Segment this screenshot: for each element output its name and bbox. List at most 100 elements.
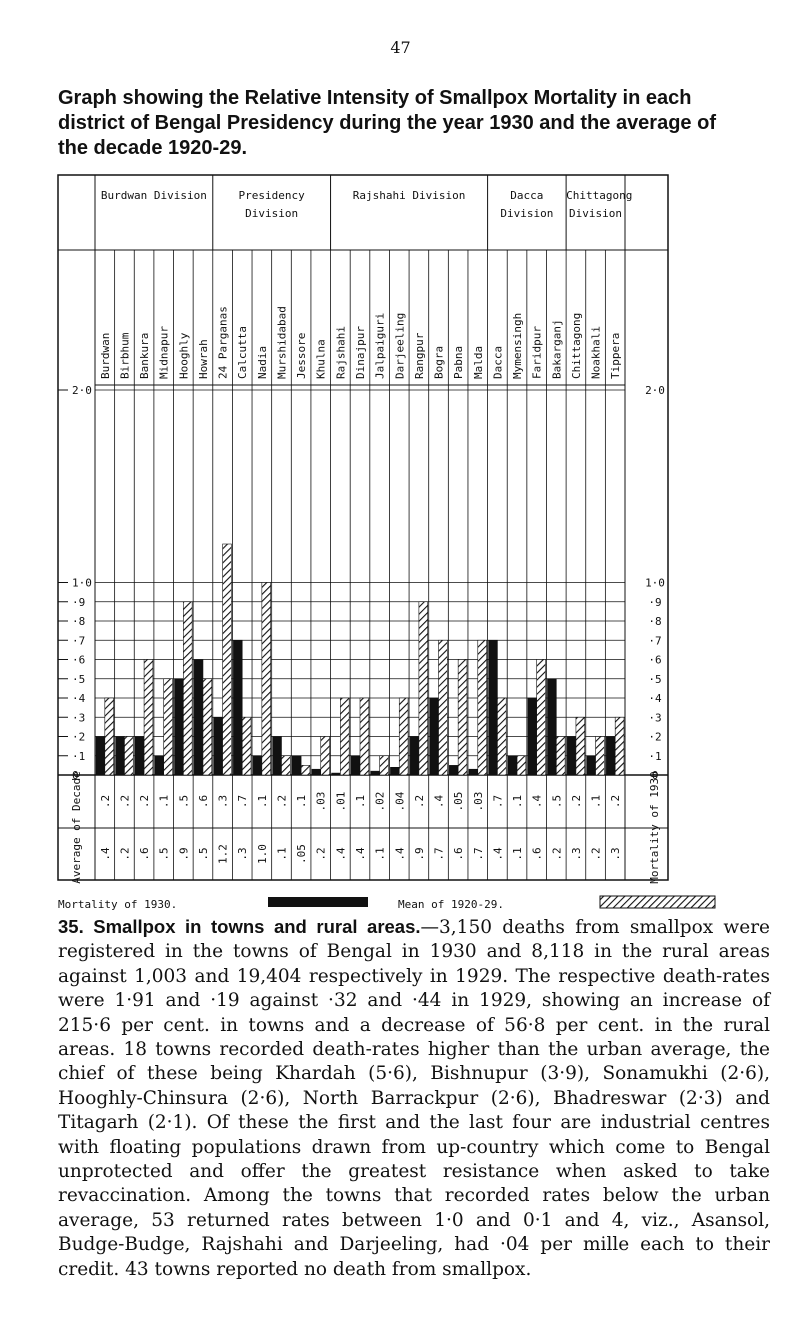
value-label: .6 xyxy=(197,795,210,808)
row-label: Mortality of 1930 xyxy=(648,771,661,884)
division-label: Chittagong Division xyxy=(566,189,633,220)
bar xyxy=(468,768,479,776)
value-label: .7 xyxy=(491,795,504,808)
value-label: .2 xyxy=(570,795,583,808)
row-label: Average of Decade xyxy=(70,771,83,884)
bar xyxy=(174,678,184,776)
value-label: .1 xyxy=(354,795,367,808)
value-label: .2 xyxy=(609,795,622,808)
bar xyxy=(340,697,350,776)
y-tick-label: ·3 xyxy=(648,711,661,724)
value-label: .02 xyxy=(374,792,387,812)
value-label: .5 xyxy=(177,795,190,808)
bar xyxy=(311,768,322,776)
y-tick-label: ·6 xyxy=(648,654,661,667)
value-label: .4 xyxy=(354,847,367,861)
body-text: 35. Smallpox in towns and rural areas.—3… xyxy=(58,915,770,1282)
value-label: .2 xyxy=(275,795,288,808)
value-label: .1 xyxy=(374,847,387,860)
district-label: Bakarganj xyxy=(550,319,563,379)
district-label: Pabna xyxy=(452,346,465,379)
district-label: Tippera xyxy=(609,333,622,379)
bar xyxy=(222,543,232,776)
bar xyxy=(213,716,223,776)
value-label: .6 xyxy=(531,847,544,860)
bar xyxy=(143,659,154,776)
bar xyxy=(104,697,114,776)
bar xyxy=(291,755,302,776)
bar xyxy=(331,772,341,776)
district-label: Calcutta xyxy=(236,326,249,379)
value-label: .3 xyxy=(236,847,249,860)
paragraph: —3,150 deaths from smallpox were registe… xyxy=(58,917,770,1280)
y-tick-label: ·5 xyxy=(648,673,661,686)
district-label: Darjeeling xyxy=(393,313,406,379)
page-number: 47 xyxy=(390,38,411,57)
bar xyxy=(233,639,243,776)
value-label: .1 xyxy=(158,795,171,808)
value-label: .04 xyxy=(393,791,406,811)
value-label: .9 xyxy=(413,847,426,860)
frame xyxy=(57,174,669,881)
district-label: Malda xyxy=(472,346,485,379)
value-label: .7 xyxy=(236,795,249,808)
value-label: .4 xyxy=(531,795,544,809)
bar xyxy=(477,639,487,776)
bar xyxy=(575,716,586,776)
y-tick-label: ·8 xyxy=(648,615,661,628)
district-label: Rajshahi xyxy=(334,326,347,379)
district-label: Nadia xyxy=(256,346,269,379)
value-label: .1 xyxy=(511,795,524,808)
district-label: Jalpaiguri xyxy=(374,313,387,379)
y-tick-label: ·7 xyxy=(72,634,85,647)
value-label: .2 xyxy=(118,795,131,808)
district-label: Murshidabad xyxy=(275,306,288,379)
bar xyxy=(390,766,400,776)
bar xyxy=(163,678,173,776)
y-tick-label: ·3 xyxy=(72,711,85,724)
value-label: .5 xyxy=(550,795,563,808)
value-label: 1.2 xyxy=(217,844,230,864)
bar xyxy=(115,736,125,776)
value-label: .2 xyxy=(413,795,426,808)
bar xyxy=(154,755,165,776)
bar xyxy=(457,659,468,776)
legend-label: Mortality of 1930. xyxy=(58,898,177,911)
district-label: Midnapur xyxy=(158,326,171,379)
division-label: Burdwan Division xyxy=(100,189,207,202)
district-label: 24 Parganas xyxy=(217,306,230,379)
district-label: Mymensingh xyxy=(511,313,524,379)
bar xyxy=(320,736,330,776)
bar xyxy=(272,736,282,776)
bar xyxy=(95,736,106,776)
bar xyxy=(252,755,263,776)
bar xyxy=(438,639,448,776)
bar xyxy=(586,755,596,776)
district-label: Jessore xyxy=(295,333,308,379)
value-label: .6 xyxy=(452,847,465,860)
value-label: .1 xyxy=(511,847,524,860)
legend-label: Mean of 1920-29. xyxy=(398,898,504,911)
chart-title: Graph showing the Relative Intensity of … xyxy=(58,87,716,159)
bar xyxy=(241,716,252,776)
bar xyxy=(507,755,518,776)
bar xyxy=(134,736,145,776)
value-label: .2 xyxy=(550,847,563,860)
bar xyxy=(124,736,134,776)
value-label: .01 xyxy=(334,792,347,812)
value-label: .7 xyxy=(433,847,446,860)
y-tick-label: ·4 xyxy=(648,692,662,705)
district-label: Khulna xyxy=(315,339,328,379)
y-tick-label: 2·0 xyxy=(645,384,665,397)
value-label: .2 xyxy=(315,847,328,860)
bar xyxy=(614,716,625,776)
district-label: Dinajpur xyxy=(354,326,367,379)
y-tick-label: ·8 xyxy=(72,615,85,628)
district-label: Birbhum xyxy=(118,332,131,379)
value-label: .03 xyxy=(472,792,485,812)
bar xyxy=(350,755,361,776)
y-tick-label: 2·0 xyxy=(72,384,92,397)
value-label: .7 xyxy=(472,847,485,860)
bar xyxy=(183,601,193,776)
